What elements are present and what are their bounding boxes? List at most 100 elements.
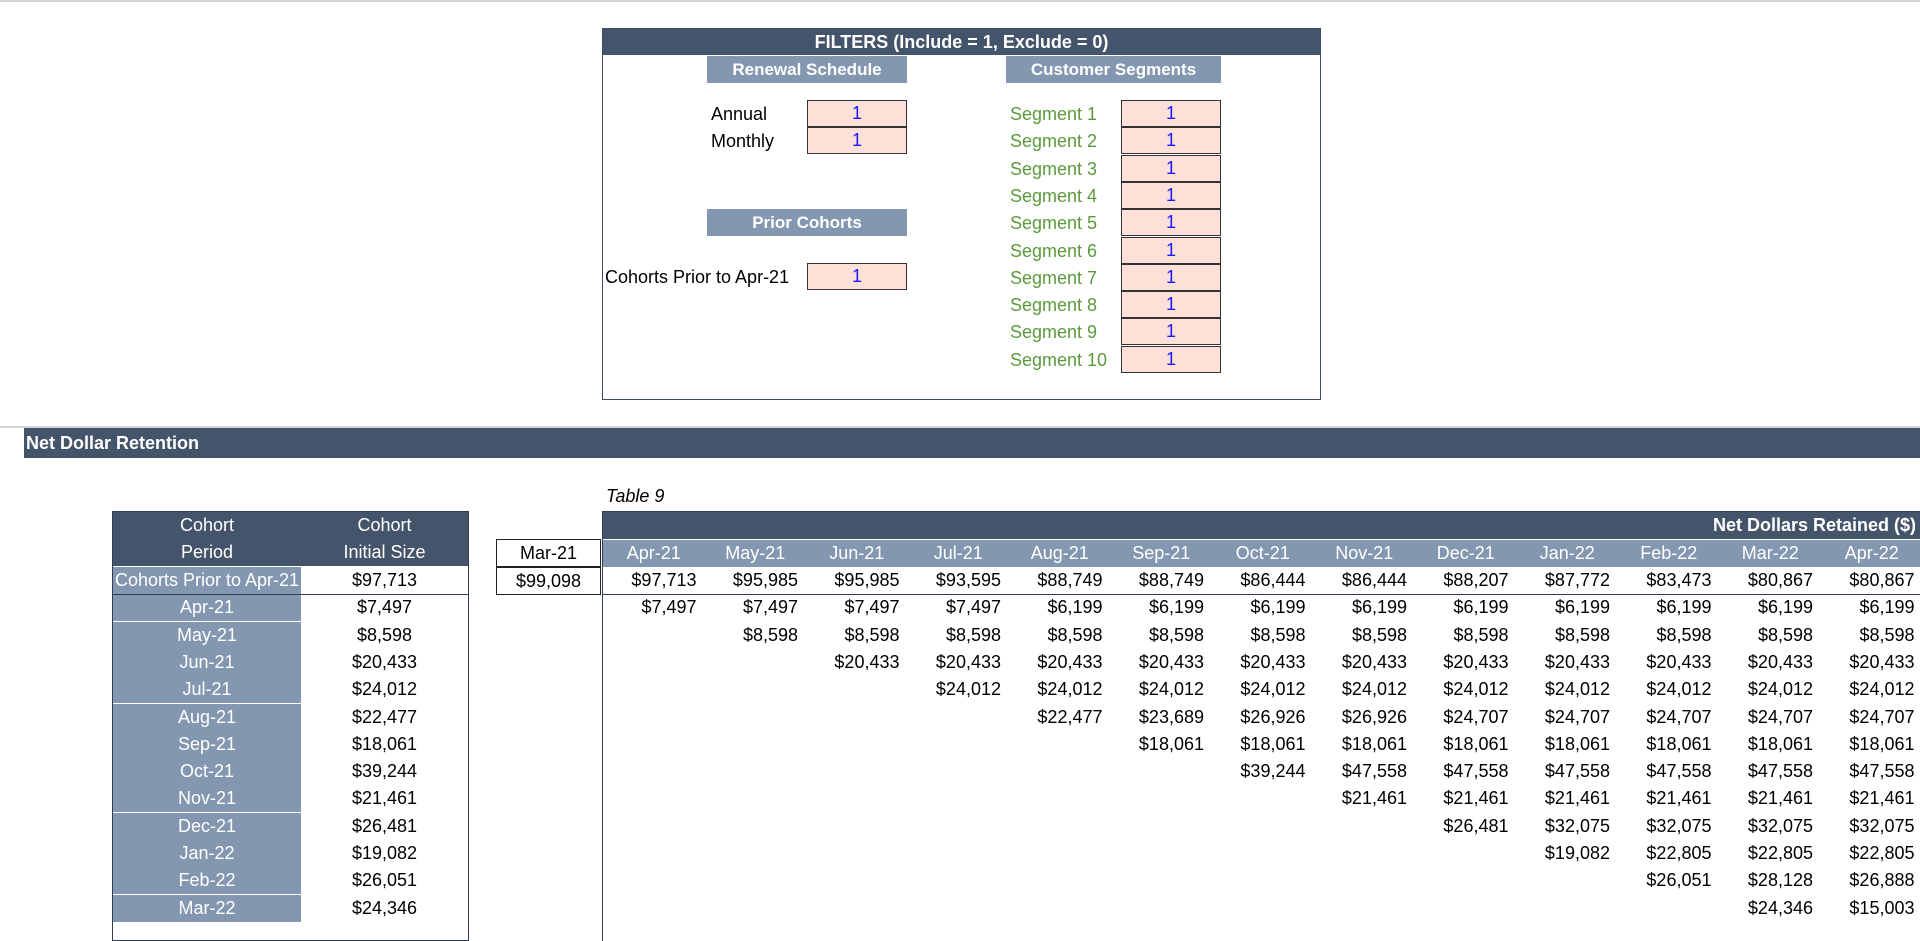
retention-cell: $20,433: [1138, 651, 1204, 672]
retention-cell: $47,558: [1646, 761, 1712, 782]
retention-cell: $39,244: [1240, 761, 1306, 782]
retention-cell: $24,012: [1037, 679, 1103, 700]
segment-1-filter-input[interactable]: 1: [1121, 100, 1221, 127]
retention-cell: $6,199: [1554, 597, 1610, 618]
retention-cell: $24,707: [1443, 706, 1509, 727]
monthly-filter-input[interactable]: 1: [807, 127, 907, 154]
segment-4-filter-input[interactable]: 1: [1121, 181, 1221, 209]
retention-cell: $18,061: [1341, 733, 1407, 754]
segment-label: Segment 3: [1010, 158, 1098, 179]
retention-cell: $8,598: [1047, 624, 1103, 645]
segment-label: Segment 4: [1010, 185, 1098, 206]
segment-label: Segment 8: [1010, 295, 1098, 316]
retention-cell: $24,012: [1544, 679, 1610, 700]
retention-cell: $24,012: [935, 679, 1001, 700]
prior-cohorts-filter-input[interactable]: 1: [807, 263, 907, 290]
retention-cell: $15,003: [1849, 897, 1915, 918]
retention-cell: $19,082: [1544, 843, 1610, 863]
monthly-label: Monthly: [711, 131, 775, 151]
segment-9-filter-input[interactable]: 1: [1121, 318, 1221, 346]
retention-cell: $97,713: [631, 570, 697, 590]
retention-cell: $6,199: [1047, 597, 1103, 618]
segment-label: Segment 10: [1010, 349, 1108, 370]
segment-label: Segment 5: [1010, 213, 1098, 234]
retention-cell: $26,051: [1646, 870, 1712, 891]
renewal-schedule-header: Renewal Schedule: [707, 56, 907, 83]
retention-cell: $32,075: [1544, 815, 1610, 836]
filters-title: FILTERS (Include = 1, Exclude = 0): [603, 29, 1320, 55]
retention-cell: $8,598: [1859, 624, 1915, 645]
retention-cell: $88,207: [1443, 570, 1509, 590]
month-header-apr-21: Apr-21: [626, 543, 681, 563]
cohort-period-cell: Dec-21: [113, 812, 301, 840]
retention-cell: $20,433: [1849, 651, 1915, 672]
segment-6-filter-input[interactable]: 1: [1121, 236, 1221, 264]
retention-cell: $18,061: [1544, 733, 1610, 754]
retention-cell: $26,926: [1240, 706, 1306, 727]
month-header-jan-22: Jan-22: [1539, 543, 1595, 563]
customer-segments-header: Customer Segments: [1006, 56, 1221, 83]
segment-label: Segment 1: [1010, 104, 1098, 124]
retention-cell: $86,444: [1240, 570, 1306, 590]
segment-7-filter-input[interactable]: 1: [1121, 263, 1221, 291]
table-caption: Table 9: [606, 486, 665, 506]
cohort-table: Cohort Cohort Period Initial Size Cohort…: [112, 511, 469, 941]
cohort-period-cell: Mar-22: [113, 894, 301, 922]
section-divider: [0, 426, 1920, 428]
retention-cell: $24,012: [1240, 679, 1306, 700]
retention-cell: $28,128: [1747, 870, 1813, 891]
cohort-period-cell: Jan-22: [113, 840, 301, 867]
prior-cohorts-header: Prior Cohorts: [707, 209, 907, 236]
retention-cell: $21,461: [1849, 788, 1915, 809]
segment-8-filter-input[interactable]: 1: [1121, 291, 1221, 319]
retention-cell: $18,061: [1443, 733, 1509, 754]
retention-cell: $83,473: [1646, 570, 1712, 590]
retention-cell: $88,749: [1037, 570, 1103, 590]
segment-10-filter-input[interactable]: 1: [1121, 345, 1221, 373]
retention-cell: $32,075: [1646, 815, 1712, 836]
retention-cell: $20,433: [834, 651, 900, 672]
retention-cell: $7,497: [945, 597, 1001, 618]
retention-cell: $24,346: [1747, 897, 1813, 918]
cohort-size-cell: $22,477: [351, 706, 418, 727]
cohort-period-cell: Sep-21: [113, 730, 301, 758]
retention-cell: $18,061: [1138, 733, 1204, 754]
prior-cohorts-label: Cohorts Prior to Apr-21: [605, 267, 790, 287]
cohort-size-cell: $7,497: [356, 597, 413, 618]
retention-cell: $24,012: [1646, 679, 1712, 700]
retention-cell: $24,707: [1747, 706, 1813, 727]
retention-cell: $20,433: [1646, 651, 1712, 672]
month-header-feb-22: Feb-22: [1640, 543, 1698, 563]
month-header-oct-21: Oct-21: [1235, 543, 1290, 563]
retention-cell: $21,461: [1646, 788, 1712, 809]
month-header-dec-21: Dec-21: [1436, 543, 1495, 563]
retention-cell: $24,012: [1747, 679, 1813, 700]
retention-cell: $18,061: [1747, 733, 1813, 754]
retention-cell: $18,061: [1849, 733, 1915, 754]
month-header-aug-21: Aug-21: [1030, 543, 1089, 563]
cohort-period-cell: Aug-21: [113, 703, 301, 731]
cohort-size-cell: $8,598: [356, 624, 413, 645]
retention-cell: $24,012: [1341, 679, 1407, 700]
segment-2-filter-input[interactable]: 1: [1121, 127, 1221, 155]
retention-cell: $6,199: [1453, 597, 1509, 618]
cohort-size-cell: $20,433: [351, 651, 418, 672]
cohort-size-cell: $26,051: [351, 870, 418, 891]
cohort-size-header-1: Cohort: [301, 512, 468, 539]
retention-cell: $7,497: [844, 597, 900, 618]
annual-filter-input[interactable]: 1: [807, 100, 907, 127]
cohort-size-cell: $21,461: [351, 788, 418, 809]
retention-cell: $23,689: [1138, 706, 1204, 727]
retention-cell: $21,461: [1443, 788, 1509, 809]
retention-cell: $8,598: [742, 624, 798, 645]
retention-cell: $7,497: [641, 597, 697, 618]
segment-5-filter-input[interactable]: 1: [1121, 209, 1221, 237]
retention-cell: $80,867: [1747, 570, 1813, 590]
retention-cell: $8,598: [1554, 624, 1610, 645]
retention-cell: $22,477: [1037, 706, 1103, 727]
segment-3-filter-input[interactable]: 1: [1121, 154, 1221, 182]
cohort-period-cell: May-21: [113, 621, 301, 649]
retention-cell: $20,433: [1443, 651, 1509, 672]
month-header-may-21: May-21: [725, 543, 786, 563]
retention-cell: $6,199: [1859, 597, 1915, 618]
